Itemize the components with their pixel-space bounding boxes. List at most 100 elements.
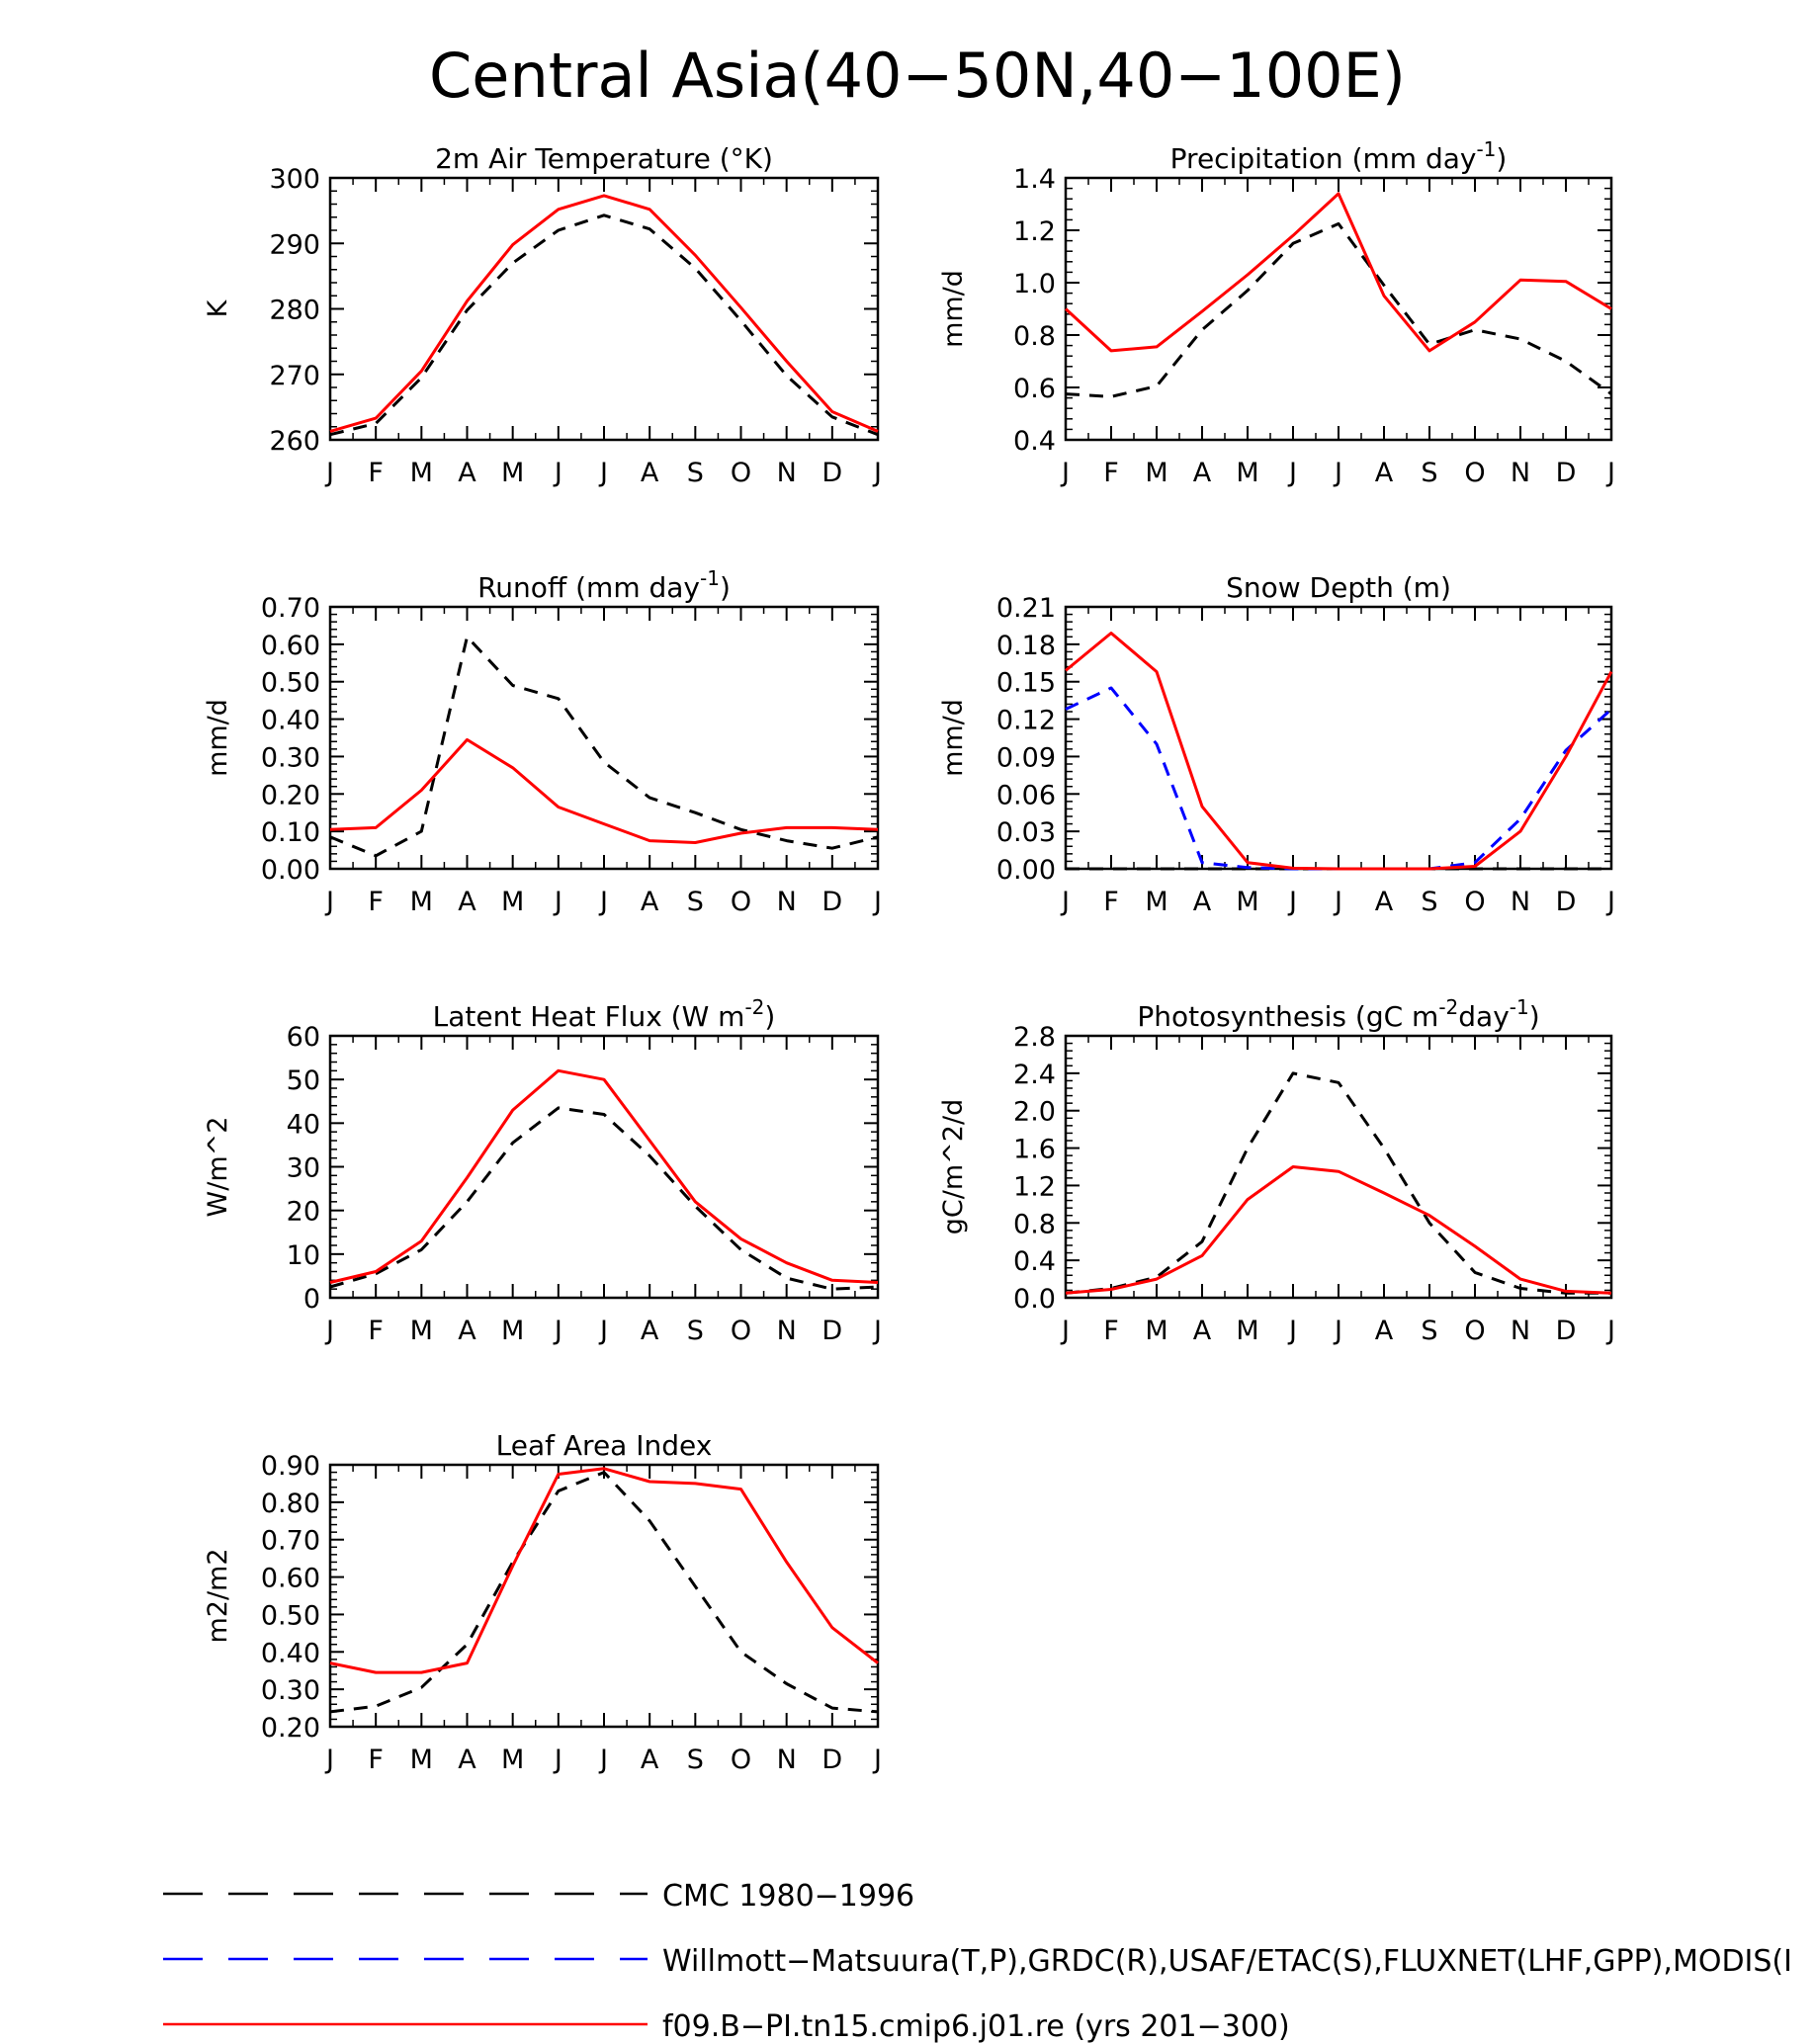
x-tick-label: A (1193, 458, 1212, 488)
x-tick-label: A (1193, 887, 1212, 917)
y-tick-label: 0 (303, 1284, 320, 1315)
x-tick-label: N (777, 1745, 797, 1775)
x-tick-label: F (368, 1316, 384, 1346)
y-tick-label: 1.2 (1013, 1171, 1056, 1202)
y-tick-label: 0.4 (1013, 1246, 1056, 1277)
x-tick-label: M (1236, 887, 1258, 917)
y-tick-label: 0.70 (261, 1526, 320, 1557)
x-tick-label: J (598, 1316, 608, 1346)
x-tick-label: F (1103, 1316, 1119, 1346)
y-tick-label: 1.6 (1013, 1135, 1056, 1165)
y-tick-label: 290 (269, 229, 320, 260)
x-tick-label: D (821, 887, 842, 917)
y-tick-label: 0.40 (261, 1638, 320, 1668)
x-tick-label: M (410, 1745, 433, 1775)
series-line-f09-b-pi-tn15-cmip6-j01- (1065, 1165, 1612, 1295)
x-tick-label: O (731, 887, 751, 917)
y-tick-label: 0.8 (1013, 1209, 1056, 1239)
x-tick-label: J (1060, 1316, 1070, 1346)
series-line-willmott-matsuura-t-p-gr (1065, 686, 1613, 871)
x-tick-label: D (821, 458, 842, 488)
x-tick-label: O (1464, 887, 1485, 917)
series-line-f09-b-pi-tn15-cmip6-j01- (329, 194, 879, 433)
panel-snow-depth-m: J F M A M J J A S O N D J0.000.030.060.090.120.150.1… (938, 571, 1615, 917)
y-tick-label: 0.0 (1013, 1284, 1056, 1315)
panel-title: Precipitation (mm day-1) (1170, 137, 1508, 175)
x-tick-label: N (777, 1316, 797, 1346)
y-tick-label: 0.15 (996, 668, 1056, 699)
panel-precipitation-mm-day: J F M A M J J A S O N D J0.40.60.81.01.21.4mm/dPreci… (938, 137, 1615, 488)
legend-item: CMC 1980−1996 (163, 1879, 914, 1914)
panel-runoff-mm-day: J F M A M J J A S O N D J0.000.100.200.300.400.500.6… (203, 566, 882, 917)
x-tick-label: J (1605, 458, 1615, 488)
y-tick-label: 0.20 (261, 780, 320, 810)
y-tick-label: 300 (269, 164, 320, 195)
plot-frame (1064, 1034, 1613, 1300)
x-tick-label: J (1060, 458, 1070, 488)
panel-title: Latent Heat Flux (W m-2) (433, 995, 776, 1033)
x-tick-label: F (368, 458, 384, 488)
x-tick-label: D (821, 1745, 842, 1775)
panel-title: Leaf Area Index (496, 1429, 713, 1462)
x-tick-label: M (410, 458, 433, 488)
x-tick-label: J (324, 887, 334, 917)
y-axis-label: K (203, 298, 233, 317)
panel-title: Photosynthesis (gC m-2day-1) (1137, 995, 1539, 1033)
x-tick-label: J (1605, 887, 1615, 917)
x-tick-label: S (687, 887, 704, 917)
plot-frame (1064, 176, 1613, 442)
y-tick-label: 0.60 (261, 1564, 320, 1594)
series-line-cmc-1980-1996 (1065, 1071, 1611, 1295)
panel-title: Runoff (mm day-1) (477, 566, 731, 604)
x-tick-label: N (777, 887, 797, 917)
x-tick-label: M (410, 887, 433, 917)
x-tick-label: M (410, 1316, 433, 1346)
plot-frame (328, 605, 880, 871)
x-tick-label: J (324, 1316, 334, 1346)
y-tick-label: 280 (269, 296, 320, 326)
x-tick-label: F (1103, 458, 1119, 488)
y-tick-label: 2.0 (1013, 1097, 1056, 1128)
x-tick-label: F (368, 1745, 384, 1775)
y-tick-label: 50 (287, 1065, 320, 1096)
x-tick-label: M (501, 458, 524, 488)
legend-item: f09.B−PI.tn15.cmip6.j01.re (yrs 201−300) (163, 2009, 1290, 2044)
series-line-cmc-1980-1996 (329, 1106, 879, 1291)
x-tick-label: J (872, 887, 882, 917)
y-axis-label: gC/m^2/d (938, 1099, 969, 1235)
x-tick-label: S (1421, 458, 1437, 488)
panel-title: Snow Depth (m) (1226, 571, 1451, 604)
series-line-f09-b-pi-tn15-cmip6-j01- (1065, 632, 1613, 871)
y-tick-label: 0.4 (1013, 426, 1056, 457)
x-tick-label: J (872, 458, 882, 488)
plot-frame (328, 1034, 880, 1300)
x-tick-label: N (777, 458, 797, 488)
x-tick-label: N (1511, 887, 1530, 917)
panel-leaf-area-index: J F M A M J J A S O N D J0.200.300.400.500.600.700.8… (203, 1429, 882, 1775)
y-tick-label: 1.2 (1013, 216, 1056, 247)
x-tick-label: A (1375, 1316, 1394, 1346)
y-tick-label: 0.10 (261, 817, 320, 848)
x-tick-label: A (458, 1745, 476, 1775)
x-tick-label: J (553, 1745, 562, 1775)
x-tick-label: J (1287, 887, 1297, 917)
x-tick-label: O (731, 1316, 751, 1346)
y-tick-label: 0.00 (261, 855, 320, 886)
y-tick-label: 2.4 (1013, 1060, 1056, 1090)
series-line-cmc-1980-1996 (1065, 221, 1612, 398)
y-tick-label: 10 (287, 1240, 320, 1271)
x-tick-label: M (1145, 887, 1167, 917)
y-tick-label: 0.8 (1013, 321, 1056, 352)
y-tick-label: 1.0 (1013, 269, 1056, 299)
series-line-f09-b-pi-tn15-cmip6-j01- (329, 737, 879, 844)
x-tick-label: D (1556, 887, 1577, 917)
x-tick-label: A (641, 1316, 659, 1346)
plot-frame (328, 176, 880, 442)
x-tick-label: J (598, 887, 608, 917)
x-tick-label: J (1287, 458, 1297, 488)
x-tick-label: O (731, 1745, 751, 1775)
x-tick-label: M (501, 1745, 524, 1775)
x-tick-label: A (641, 1745, 659, 1775)
x-tick-label: A (458, 458, 476, 488)
